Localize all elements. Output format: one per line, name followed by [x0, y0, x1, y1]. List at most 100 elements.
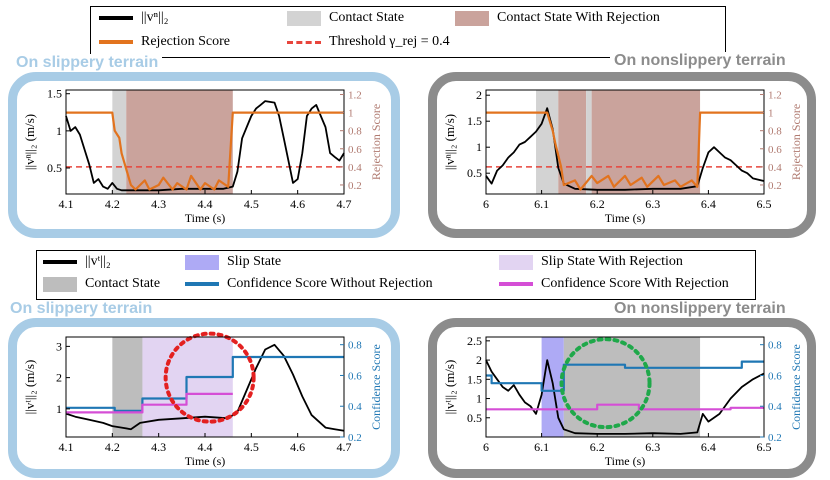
y2-tick-label: 0.2 — [348, 180, 362, 192]
series-rejection-score — [66, 111, 344, 191]
y-tick-label: 3 — [56, 339, 62, 353]
y-tick-label: 1.5 — [467, 114, 482, 128]
series--v- — [65, 100, 345, 192]
terrain-label-top-right: On nonslippery terrain — [610, 52, 790, 70]
y2-tick-label: 0.8 — [768, 340, 782, 352]
annotation-dotted-circle — [559, 337, 652, 430]
legend-top: ||vⁿ||₂ Contact State Contact State With… — [90, 6, 726, 58]
y2-tick-label: 0.4 — [348, 162, 362, 174]
x-tick-label: 6.4 — [701, 440, 716, 454]
y2-tick-label: 0.8 — [348, 340, 362, 352]
x-tick-label: 6.1 — [534, 197, 549, 211]
x-tick-label: 4.5 — [244, 197, 259, 211]
x-tick-label: 6.3 — [645, 440, 660, 454]
legend-bottom: ||vᵗ||₂ Slip State Slip State With Rejec… — [36, 250, 756, 300]
y-tick-label: 2 — [476, 353, 482, 367]
y-tick-label: 2 — [476, 88, 482, 102]
legend-item-threshold: Threshold γ_rej = 0.4 — [287, 34, 450, 50]
x-tick-label: 4.6 — [290, 197, 305, 211]
y2-axis-label: Rejection Score — [789, 104, 803, 180]
legend-item-rejection-score: Rejection Score — [99, 34, 230, 50]
series-confidence-score-with-rejection — [66, 392, 233, 414]
y-axis-label: ||vᵗ||₂ (m/s) — [442, 360, 457, 415]
series--v- — [485, 107, 765, 191]
legend-swatch — [185, 282, 219, 286]
legend-swatch — [99, 40, 133, 44]
y2-tick-label: 0.6 — [348, 370, 362, 382]
panel-frame-bottom-left — [8, 318, 400, 478]
x-tick-label: 4.7 — [337, 440, 352, 454]
x-tick-label: 4.3 — [151, 440, 166, 454]
terrain-label-bottom-left: On slippery terrain — [6, 300, 157, 318]
panel-frame-bottom-right — [428, 318, 816, 478]
y2-axis-label: Rejection Score — [369, 104, 383, 180]
y-axis-label: ||vⁿ||₂ (m/s) — [22, 114, 37, 170]
legend-item-contact-state: Contact State — [287, 10, 404, 26]
x-tick-label: 6.3 — [645, 197, 660, 211]
x-tick-label: 6 — [483, 440, 489, 454]
x-tick-label: 6.2 — [590, 440, 605, 454]
x-axis-label: Time (s) — [185, 211, 226, 225]
series-rejection-score — [486, 111, 764, 191]
x-tick-label: 4.7 — [337, 197, 352, 211]
x-axis-label: Time (s) — [605, 211, 646, 225]
legend-swatch — [455, 10, 489, 26]
region-contact-state-with-rejection — [126, 90, 233, 194]
x-tick-label: 4.1 — [59, 197, 74, 211]
y2-tick-label: 0.8 — [348, 126, 362, 138]
legend-swatch — [43, 260, 77, 264]
annotation-dotted-circle — [163, 331, 256, 424]
legend-swatch — [287, 10, 321, 26]
legend-swatch — [499, 282, 533, 286]
y2-tick-label: 0.2 — [768, 180, 782, 192]
y2-tick-label: 0.2 — [768, 432, 782, 444]
legend-item-vn-norm: ||vⁿ||₂ — [99, 10, 169, 26]
y2-axis-label: Confidence Score — [369, 344, 383, 430]
y2-tick-label: 0.6 — [768, 144, 782, 156]
y-tick-label: 1 — [56, 402, 62, 416]
y-tick-label: 1.5 — [47, 87, 62, 101]
y-tick-label: 0.5 — [467, 411, 482, 425]
y2-tick-label: 0.4 — [768, 162, 782, 174]
x-tick-label: 4.6 — [290, 440, 305, 454]
x-axis-label: Time (s) — [605, 454, 646, 468]
legend-item-contact-state: Contact State — [43, 276, 160, 292]
chart-bottom_right: 6 6.1 6.2 6.3 6.4 6.5 0.5 1 1.5 2 2.5 0.2 0.4 0.6 0.8 T… — [442, 334, 803, 468]
legend-item-slip-state: Slip State — [185, 254, 281, 270]
y-tick-label: 1 — [476, 392, 482, 406]
chart-top_right: 6 6.1 6.2 6.3 6.4 6.5 0.5 1 1.5 2 0.2 0.4 0.6 0.8 1 1.2… — [442, 88, 803, 225]
x-tick-label: 6.4 — [701, 197, 716, 211]
y2-tick-label: 1 — [768, 108, 774, 120]
plot-frame — [485, 89, 765, 195]
plot-frame — [485, 336, 765, 438]
y2-tick-label: 0.8 — [768, 126, 782, 138]
x-tick-label: 4.3 — [151, 197, 166, 211]
legend-item-confidence-without-rejection: Confidence Score Without Rejection — [185, 276, 433, 292]
region-contact-state — [536, 90, 559, 194]
y-tick-label: 1.5 — [467, 372, 482, 386]
legend-swatch — [99, 16, 133, 20]
chart-bottom_left: 4.1 4.2 4.3 4.4 4.5 4.6 4.7 1 2 3 0.2 0.4 0.6 0.8 Time… — [22, 331, 383, 468]
legend-item-slip-state-rejection: Slip State With Rejection — [499, 254, 683, 270]
x-tick-label: 4.2 — [105, 440, 120, 454]
y2-axis-label: Confidence Score — [789, 344, 803, 430]
x-tick-label: 4.1 — [59, 440, 74, 454]
y2-tick-label: 1 — [348, 108, 354, 120]
panel-frame-top-left — [8, 72, 400, 238]
y-axis-label: ||vᵗ||₂ (m/s) — [22, 360, 37, 415]
series--v- — [485, 359, 765, 435]
legend-swatch — [185, 254, 219, 270]
region-contact-state — [586, 90, 592, 194]
y2-tick-label: 0.6 — [348, 144, 362, 156]
x-tick-label: 4.4 — [198, 440, 213, 454]
y-tick-label: 1 — [56, 124, 62, 138]
x-tick-label: 6.5 — [757, 440, 772, 454]
y-tick-label: 1 — [476, 140, 482, 154]
legend-item-vt-norm: ||vᵗ||₂ — [43, 254, 111, 270]
legend-swatch — [287, 40, 321, 44]
y2-tick-label: 1.2 — [348, 90, 362, 102]
x-tick-label: 6 — [483, 197, 489, 211]
x-tick-label: 4.2 — [105, 197, 120, 211]
x-tick-label: 4.5 — [244, 440, 259, 454]
